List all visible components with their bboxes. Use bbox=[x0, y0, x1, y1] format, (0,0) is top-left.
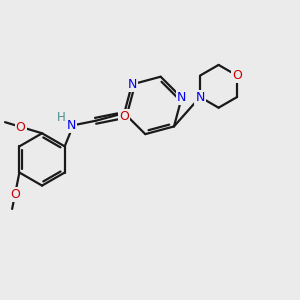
Text: O: O bbox=[16, 121, 26, 134]
Text: O: O bbox=[119, 110, 129, 123]
Text: N: N bbox=[127, 78, 136, 91]
Text: N: N bbox=[67, 118, 76, 132]
Text: N: N bbox=[177, 91, 186, 104]
Text: O: O bbox=[232, 69, 242, 82]
Text: H: H bbox=[56, 111, 65, 124]
Text: O: O bbox=[11, 188, 20, 201]
Text: N: N bbox=[195, 91, 205, 103]
